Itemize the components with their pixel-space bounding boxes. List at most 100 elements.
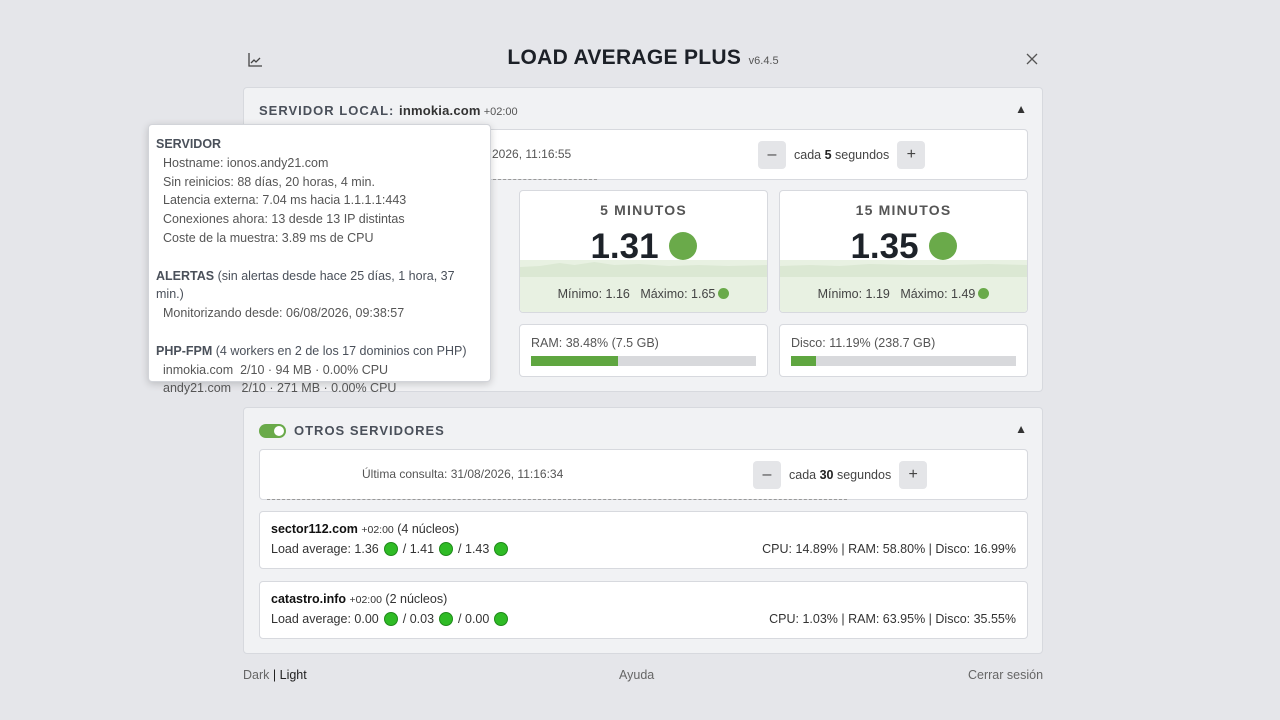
server-tz: +02:00: [361, 524, 394, 536]
collapse-others-button[interactable]: ▲: [1015, 422, 1027, 436]
local-tz: +02:00: [483, 106, 518, 118]
local-title-prefix: SERVIDOR LOCAL:: [259, 103, 395, 118]
local-last-check: 2026, 11:16:55: [492, 147, 572, 161]
server-load: Load average: 1.36 / 1.41 / 1.43: [271, 542, 513, 556]
logout-link[interactable]: Cerrar sesión: [968, 668, 1044, 682]
load-5: / 1.41: [402, 542, 435, 556]
tooltip-line: Conexiones ahora: 13 desde 13 IP distint…: [163, 212, 405, 227]
server-cores: (2 núcleos): [385, 592, 448, 606]
local-interval-value: 5: [824, 148, 832, 162]
server-info-tooltip: SERVIDOR Hostname: ionos.andy21.com Sin …: [148, 124, 491, 395]
load-label: Load average:: [271, 612, 351, 626]
server-card: sector112.com +02:00 (4 núcleos) Load av…: [259, 511, 1028, 569]
others-check-bar: Última consulta: 31/08/2026, 11:16:34 – …: [259, 449, 1028, 500]
load-5: / 0.03: [402, 612, 435, 626]
disk-card: Disco: 11.19% (238.7 GB): [779, 324, 1028, 377]
tooltip-alerts-heading: ALERTAS (sin alertas desde hace 25 días,…: [156, 267, 483, 305]
toggle-knob: [274, 426, 284, 436]
decrease-interval-button[interactable]: –: [758, 141, 786, 169]
ram-bar-fill: [531, 356, 618, 366]
status-dot: [494, 542, 509, 556]
disk-bar: [791, 356, 1016, 366]
max-label: Máximo:: [640, 287, 688, 301]
others-panel-title: OTROS SERVIDORES: [294, 423, 445, 438]
local-interval-prefix: cada: [794, 148, 822, 162]
load-1: 0.00: [354, 612, 379, 626]
load-15: / 1.43: [458, 542, 490, 556]
tooltip-line: Sin reinicios: 88 días, 20 horas, 4 min.: [163, 174, 375, 189]
tooltip-php-heading: PHP-FPM (4 workers en 2 de los 17 domini…: [156, 342, 483, 361]
server-stats: CPU: 14.89% | RAM: 58.80% | Disco: 16.99…: [762, 542, 1016, 556]
min-value: 1.16: [605, 287, 630, 301]
local-progress-line: [493, 179, 597, 180]
load-card-label: 5 MINUTOS: [600, 202, 687, 218]
local-interval-suffix: segundos: [835, 148, 890, 162]
collapse-local-button[interactable]: ▲: [1015, 102, 1027, 116]
tooltip-line: Coste de la muestra: 3.89 ms de CPU: [163, 230, 374, 245]
other-servers-panel: OTROS SERVIDORES ▲ Última consulta: 31/0…: [243, 407, 1043, 654]
decrease-interval-button[interactable]: –: [753, 461, 781, 489]
server-tz: +02:00: [349, 594, 382, 606]
app-version: v6.4.5: [748, 55, 779, 67]
others-progress-line: [267, 499, 847, 500]
status-dot: [718, 288, 730, 299]
server-card: catastro.info +02:00 (2 núcleos) Load av…: [259, 581, 1028, 639]
local-interval-stepper: – cada 5 segundos +: [758, 141, 926, 169]
php-note: (4 workers en 2 de los 17 dominios con P…: [215, 343, 467, 358]
load-card-value: 1.35: [780, 227, 1027, 267]
status-dot: [383, 612, 398, 626]
load-5min-value: 1.31: [590, 227, 659, 266]
min-label: Mínimo:: [817, 287, 863, 301]
server-name: catastro.info +02:00 (2 núcleos): [271, 592, 447, 606]
server-host: catastro.info: [271, 592, 347, 606]
alerts-title: ALERTAS: [156, 268, 215, 283]
local-host: inmokia.com: [399, 103, 481, 118]
server-cores: (4 núcleos): [397, 522, 460, 536]
disk-label: Disco: 11.19% (238.7 GB): [791, 336, 936, 350]
max-label: Máximo:: [900, 287, 948, 301]
light-theme-link[interactable]: Light: [279, 668, 307, 682]
ram-bar: [531, 356, 756, 366]
load-card-15min: 15 MINUTOS 1.35 Mínimo: 1.19 Máximo: 1.4…: [779, 190, 1028, 313]
load-card-minmax: Mínimo: 1.16 Máximo: 1.65: [520, 287, 767, 301]
min-label: Mínimo:: [557, 287, 603, 301]
load-card-label: 15 MINUTOS: [855, 202, 952, 218]
status-dot: [383, 542, 398, 556]
others-interval-value: 30: [819, 468, 834, 482]
app-header: LOAD AVERAGE PLUS v6.4.5: [243, 40, 1043, 80]
app-title: LOAD AVERAGE PLUS: [507, 46, 742, 69]
load-15: / 0.00: [458, 612, 490, 626]
server-load: Load average: 0.00 / 0.03 / 0.00: [271, 612, 513, 626]
theme-separator: |: [272, 668, 277, 682]
server-stats: CPU: 1.03% | RAM: 63.95% | Disco: 35.55%: [769, 612, 1016, 626]
help-link[interactable]: Ayuda: [619, 668, 655, 682]
load-card-minmax: Mínimo: 1.19 Máximo: 1.49: [780, 287, 1027, 301]
alerts-note: (sin alertas desde hace 25 días, 1 hora,…: [156, 268, 455, 302]
tooltip-line: andy21.com 2/10 · 271 MB · 0.00% CPU: [163, 381, 397, 396]
chart-icon[interactable]: [247, 52, 263, 68]
status-dot: [439, 542, 454, 556]
tooltip-line: inmokia.com 2/10 · 94 MB · 0.00% CPU: [163, 362, 389, 377]
other-servers-toggle[interactable]: [259, 424, 286, 438]
sparkline: [780, 264, 1027, 277]
increase-interval-button[interactable]: +: [897, 141, 926, 169]
status-dot: [928, 232, 957, 260]
load-label: Load average:: [271, 542, 351, 556]
load-card-value: 1.31: [520, 227, 767, 267]
status-dot: [494, 612, 509, 626]
sparkline: [520, 262, 767, 277]
max-value: 1.65: [691, 287, 716, 301]
status-dot: [668, 232, 697, 260]
max-value: 1.49: [951, 287, 976, 301]
status-dot: [439, 612, 454, 626]
tooltip-line: Monitorizando desde: 06/08/2026, 09:38:5…: [163, 306, 405, 321]
status-dot: [978, 288, 990, 299]
others-last-check: Última consulta: 31/08/2026, 11:16:34: [362, 467, 564, 481]
tooltip-server-heading: SERVIDOR: [156, 137, 222, 151]
increase-interval-button[interactable]: +: [899, 461, 928, 489]
dark-theme-link[interactable]: Dark: [243, 668, 270, 682]
server-host: sector112.com: [271, 522, 358, 536]
local-panel-title: SERVIDOR LOCAL: inmokia.com +02:00: [259, 103, 518, 118]
others-interval-prefix: cada: [789, 468, 817, 482]
close-icon[interactable]: [1025, 52, 1039, 66]
